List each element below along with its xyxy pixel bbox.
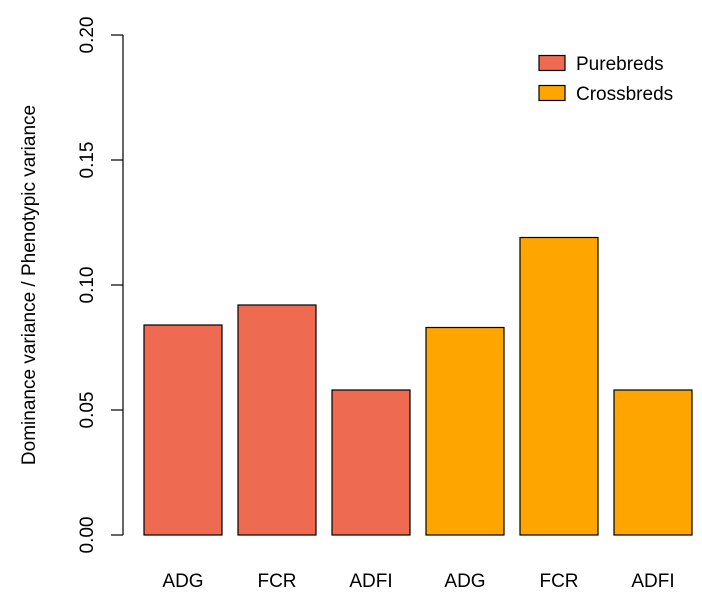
bar-crossbreds-adg: [425, 326, 505, 536]
legend-label-purebreds: Purebreds: [576, 54, 664, 75]
y-axis-label: Dominance variance / Phenotypic variance: [19, 105, 40, 465]
category-label: FCR: [539, 571, 578, 592]
bar-crossbreds-fcr: [519, 236, 599, 536]
category-label: FCR: [257, 571, 296, 592]
bars: [143, 236, 693, 536]
y-tick-label: 0.20: [77, 17, 98, 54]
category-label: ADFI: [631, 571, 674, 592]
y-tick-label: 0.00: [77, 517, 98, 554]
bar-purebreds-adg: [143, 324, 223, 536]
category-labels: ADG FCR ADFI ADG FCR ADFI: [162, 571, 674, 592]
category-label: ADG: [444, 571, 485, 592]
y-tick-label: 0.15: [77, 142, 98, 179]
bar-crossbreds-adfi: [613, 389, 693, 536]
category-label: ADFI: [349, 571, 392, 592]
bar-purebreds-fcr: [237, 304, 317, 536]
y-ticks: 0.00 0.05 0.10 0.15 0.20: [77, 17, 123, 554]
y-tick-label: 0.10: [77, 267, 98, 304]
legend-swatch-purebreds: [538, 54, 566, 72]
legend-swatch-crossbreds: [538, 84, 566, 102]
category-label: ADG: [162, 571, 203, 592]
legend: Purebreds Crossbreds: [538, 54, 673, 105]
legend-label-crossbreds: Crossbreds: [576, 84, 673, 105]
y-tick-label: 0.05: [77, 392, 98, 429]
bar-purebreds-adfi: [331, 389, 411, 536]
